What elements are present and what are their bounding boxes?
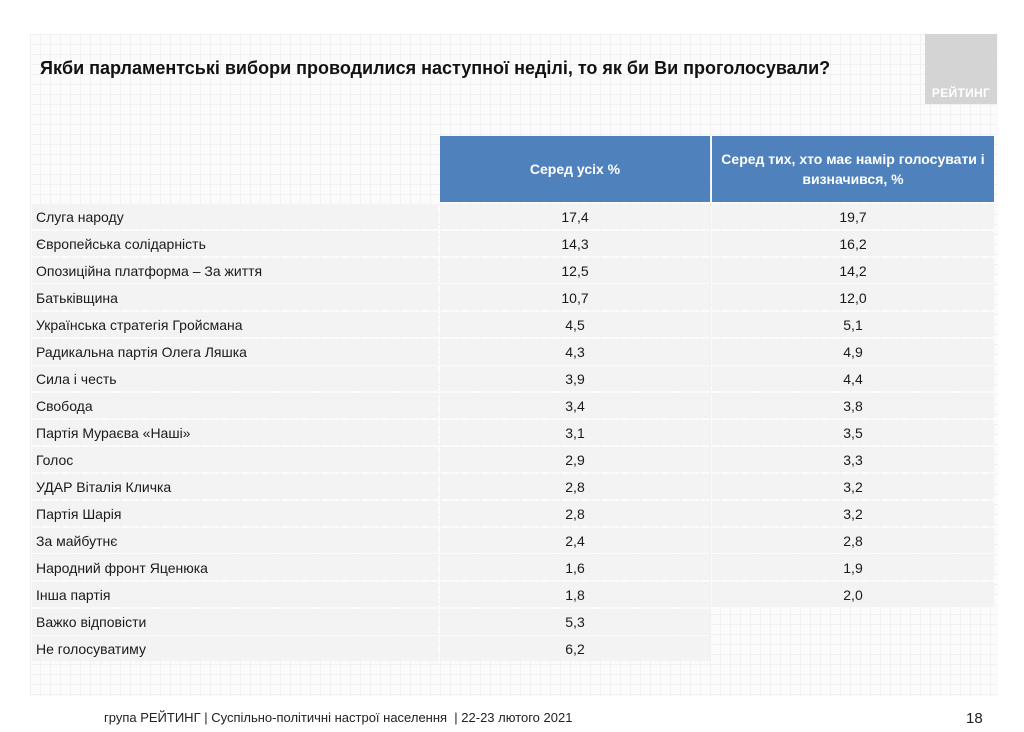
value-decided: 16,2	[712, 231, 994, 256]
party-name: Радикальна партія Олега Ляшка	[32, 339, 438, 364]
value-all: 10,7	[440, 285, 710, 310]
table-row: Партія Мураєва «Наші» 3,1 3,5	[32, 420, 994, 445]
party-name: Українська стратегія Гройсмана	[32, 312, 438, 337]
value-decided: 14,2	[712, 258, 994, 283]
value-decided: 12,0	[712, 285, 994, 310]
table-row: Радикальна партія Олега Ляшка 4,3 4,9	[32, 339, 994, 364]
value-decided: 5,1	[712, 312, 994, 337]
party-name: Слуга народу	[32, 204, 438, 229]
party-name: Партія Мураєва «Наші»	[32, 420, 438, 445]
value-all: 12,5	[440, 258, 710, 283]
value-all: 2,4	[440, 528, 710, 553]
table-row: Партія Шарія 2,8 3,2	[32, 501, 994, 526]
page-title: Якби парламентські вибори проводилися на…	[40, 58, 831, 78]
value-all: 14,3	[440, 231, 710, 256]
value-decided: 19,7	[712, 204, 994, 229]
table-body: Слуга народу 17,4 19,7 Європейська солідарн…	[32, 204, 994, 661]
value-all: 3,4	[440, 393, 710, 418]
party-name: Батьківщина	[32, 285, 438, 310]
value-decided: 4,4	[712, 366, 994, 391]
rating-logo: РЕЙТИНГ	[925, 34, 997, 104]
value-decided: 3,8	[712, 393, 994, 418]
value-decided: 4,9	[712, 339, 994, 364]
value-decided: 3,5	[712, 420, 994, 445]
table-row: Важко відповісти 5,3	[32, 609, 994, 634]
value-all: 4,5	[440, 312, 710, 337]
value-decided: 2,0	[712, 582, 994, 607]
page-number: 18	[966, 710, 983, 727]
header-decided-voters: Серед тих, хто має намір голосувати і ви…	[712, 136, 994, 202]
logo-text: РЕЙТИНГ	[931, 86, 991, 100]
party-name: За майбутнє	[32, 528, 438, 553]
table-row: За майбутнє 2,4 2,8	[32, 528, 994, 553]
party-name: Важко відповісти	[32, 609, 438, 634]
party-name: Інша партія	[32, 582, 438, 607]
value-all: 4,3	[440, 339, 710, 364]
table-row: Батьківщина 10,7 12,0	[32, 285, 994, 310]
party-name: Свобода	[32, 393, 438, 418]
table-row: Голос 2,9 3,3	[32, 447, 994, 472]
value-all: 1,8	[440, 582, 710, 607]
value-all: 17,4	[440, 204, 710, 229]
table-row: Народний фронт Яценюка 1,6 1,9	[32, 555, 994, 580]
table-row: Європейська солідарність 14,3 16,2	[32, 231, 994, 256]
value-all: 5,3	[440, 609, 710, 634]
party-name: Не голосуватиму	[32, 636, 438, 661]
header-all-respondents: Серед усіх %	[440, 136, 710, 202]
value-decided: 1,9	[712, 555, 994, 580]
table-row: Не голосуватиму 6,2	[32, 636, 994, 661]
footer-text: група РЕЙТИНГ | Суспільно-політичні наст…	[104, 710, 573, 725]
value-all: 2,8	[440, 474, 710, 499]
table-row: Українська стратегія Гройсмана 4,5 5,1	[32, 312, 994, 337]
party-name: Голос	[32, 447, 438, 472]
party-name: Європейська солідарність	[32, 231, 438, 256]
value-all: 6,2	[440, 636, 710, 661]
header-party	[32, 136, 438, 202]
value-all: 2,9	[440, 447, 710, 472]
results-table: Серед усіх % Серед тих, хто має намір го…	[30, 134, 996, 663]
table-row: Сила і честь 3,9 4,4	[32, 366, 994, 391]
table-row: Опозиційна платформа – За життя 12,5 14,2	[32, 258, 994, 283]
party-name: Партія Шарія	[32, 501, 438, 526]
value-decided: 3,2	[712, 474, 994, 499]
value-decided-empty	[712, 609, 994, 634]
party-name: Сила і честь	[32, 366, 438, 391]
value-decided: 3,2	[712, 501, 994, 526]
value-all: 3,9	[440, 366, 710, 391]
value-decided-empty	[712, 636, 994, 661]
value-all: 1,6	[440, 555, 710, 580]
party-name: УДАР Віталія Кличка	[32, 474, 438, 499]
table-row: Свобода 3,4 3,8	[32, 393, 994, 418]
value-all: 3,1	[440, 420, 710, 445]
party-name: Народний фронт Яценюка	[32, 555, 438, 580]
table-header-row: Серед усіх % Серед тих, хто має намір го…	[32, 136, 994, 202]
table-row: УДАР Віталія Кличка 2,8 3,2	[32, 474, 994, 499]
value-decided: 3,3	[712, 447, 994, 472]
value-all: 2,8	[440, 501, 710, 526]
table-row: Слуга народу 17,4 19,7	[32, 204, 994, 229]
value-decided: 2,8	[712, 528, 994, 553]
table-row: Інша партія 1,8 2,0	[32, 582, 994, 607]
party-name: Опозиційна платформа – За життя	[32, 258, 438, 283]
